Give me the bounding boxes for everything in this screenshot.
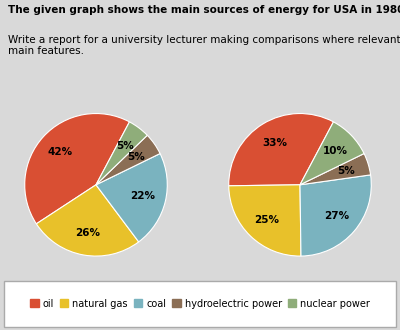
Text: The given graph shows the main sources of energy for USA in 1980 and 1990.: The given graph shows the main sources o… xyxy=(8,5,400,15)
Wedge shape xyxy=(96,135,160,185)
Wedge shape xyxy=(96,153,167,242)
FancyBboxPatch shape xyxy=(4,280,396,327)
Text: 25%: 25% xyxy=(254,214,279,224)
Text: 10%: 10% xyxy=(322,146,347,156)
Text: 33%: 33% xyxy=(262,138,287,148)
Text: 1980: 1980 xyxy=(77,292,115,306)
Text: 42%: 42% xyxy=(48,147,73,157)
Text: 1990: 1990 xyxy=(281,292,319,306)
Wedge shape xyxy=(36,185,139,256)
Wedge shape xyxy=(300,175,371,256)
Text: 5%: 5% xyxy=(338,166,355,176)
Text: 22%: 22% xyxy=(131,191,156,201)
Wedge shape xyxy=(25,114,130,224)
Text: 27%: 27% xyxy=(324,211,349,221)
Text: 5%: 5% xyxy=(116,141,134,151)
Text: 26%: 26% xyxy=(75,227,100,238)
Wedge shape xyxy=(300,122,364,185)
Text: 5%: 5% xyxy=(127,152,144,162)
Wedge shape xyxy=(229,185,301,256)
Wedge shape xyxy=(300,153,370,185)
Legend: oil, natural gas, coal, hydroelectric power, nuclear power: oil, natural gas, coal, hydroelectric po… xyxy=(27,296,373,312)
Text: Write a report for a university lecturer making comparisons where relevant and r: Write a report for a university lecturer… xyxy=(8,35,400,56)
Wedge shape xyxy=(96,122,147,185)
Wedge shape xyxy=(229,114,334,186)
